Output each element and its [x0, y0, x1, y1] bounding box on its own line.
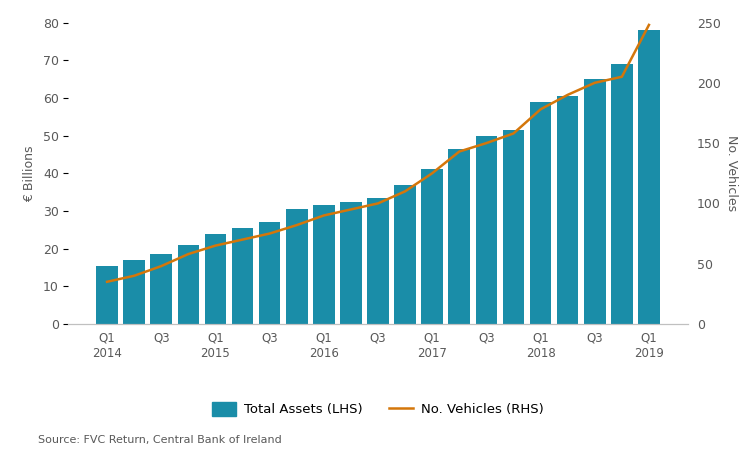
- Bar: [340, 202, 361, 324]
- Bar: [611, 64, 633, 324]
- Bar: [367, 198, 389, 324]
- Bar: [638, 30, 660, 324]
- Legend: Total Assets (LHS), No. Vehicles (RHS): Total Assets (LHS), No. Vehicles (RHS): [207, 397, 549, 422]
- Bar: [530, 102, 551, 324]
- Bar: [448, 149, 470, 324]
- Bar: [96, 266, 118, 324]
- Bar: [421, 170, 443, 324]
- Bar: [123, 260, 145, 324]
- Text: Source: FVC Return, Central Bank of Ireland: Source: FVC Return, Central Bank of Irel…: [38, 436, 281, 446]
- Bar: [395, 184, 416, 324]
- Y-axis label: No. Vehicles: No. Vehicles: [724, 135, 738, 212]
- Bar: [205, 234, 226, 324]
- Bar: [231, 228, 253, 324]
- Bar: [313, 205, 335, 324]
- Bar: [286, 209, 308, 324]
- Bar: [178, 245, 199, 324]
- Bar: [150, 254, 172, 324]
- Bar: [584, 79, 606, 324]
- Bar: [476, 135, 497, 324]
- Y-axis label: € Billions: € Billions: [23, 145, 36, 202]
- Bar: [259, 222, 280, 324]
- Bar: [503, 130, 525, 324]
- Bar: [557, 96, 578, 324]
